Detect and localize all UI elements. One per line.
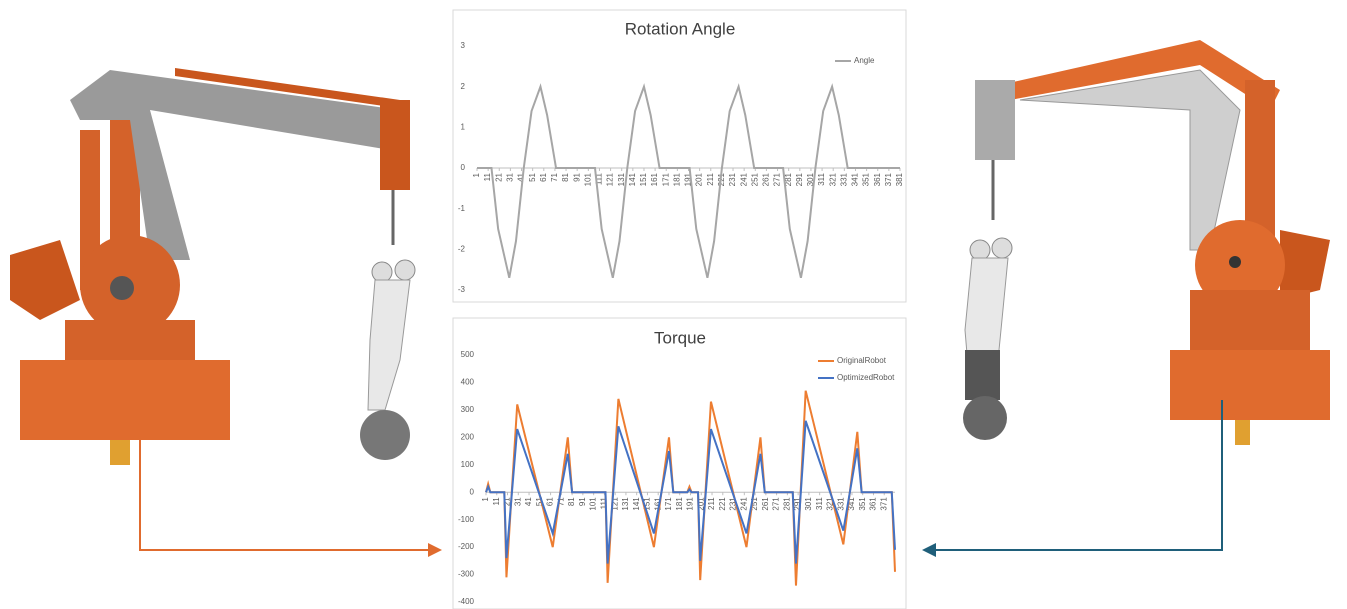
x-tick-label: 361: [869, 497, 878, 511]
x-tick-label: 241: [739, 497, 748, 511]
x-tick-label: 381: [895, 172, 904, 186]
x-tick-label: 11: [483, 172, 492, 181]
y-tick-label: -2: [458, 244, 466, 253]
x-tick-label: 301: [804, 497, 813, 511]
x-tick-label: 81: [561, 172, 570, 181]
x-tick-label: 51: [528, 172, 537, 181]
y-tick-label: -3: [458, 285, 466, 294]
y-tick-label: 2: [461, 82, 466, 91]
y-tick-label: 100: [461, 460, 475, 469]
chart-title: Torque: [654, 328, 706, 347]
x-tick-label: 201: [695, 172, 704, 186]
y-tick-label: 300: [461, 405, 475, 414]
x-tick-label: 231: [728, 172, 737, 186]
x-tick-label: 171: [661, 172, 670, 186]
y-tick-label: -1: [458, 204, 466, 213]
x-tick-label: 351: [858, 497, 867, 511]
y-tick-label: 500: [461, 350, 475, 359]
legend-label: Angle: [854, 56, 875, 65]
legend-label: OptimizedRobot: [837, 373, 895, 382]
x-tick-label: 71: [550, 172, 559, 181]
x-tick-label: 271: [773, 172, 782, 186]
x-tick-label: 331: [836, 497, 845, 511]
chart-title: Rotation Angle: [625, 19, 736, 38]
x-tick-label: 61: [546, 497, 555, 506]
x-tick-label: 161: [650, 172, 659, 186]
x-tick-label: 91: [578, 497, 587, 506]
x-tick-label: 251: [750, 172, 759, 186]
x-tick-label: 191: [686, 497, 695, 511]
x-tick-label: 261: [761, 497, 770, 511]
x-tick-label: 261: [762, 172, 771, 186]
x-tick-label: 111: [600, 497, 609, 510]
x-tick-label: 31: [513, 497, 522, 506]
x-tick-label: 341: [851, 172, 860, 186]
y-tick-label: -400: [458, 597, 475, 606]
y-tick-label: -200: [458, 542, 475, 551]
x-tick-label: 281: [782, 497, 791, 511]
x-tick-label: 321: [828, 172, 837, 186]
original-robot: [10, 68, 410, 465]
x-tick-label: 211: [706, 172, 715, 185]
x-tick-label: 311: [817, 172, 826, 185]
y-tick-label: 0: [470, 487, 475, 496]
x-tick-label: 101: [589, 497, 598, 511]
y-tick-label: 200: [461, 432, 475, 441]
panel: [453, 10, 906, 302]
x-tick-label: 311: [815, 497, 824, 510]
arrow-head: [428, 543, 442, 557]
x-tick-label: 131: [617, 172, 626, 186]
arrow-head: [922, 543, 936, 557]
x-tick-label: 121: [606, 172, 615, 186]
y-tick-label: -300: [458, 570, 475, 579]
x-tick-label: 171: [664, 497, 673, 511]
y-tick-label: -100: [458, 515, 475, 524]
x-tick-label: 91: [572, 172, 581, 181]
x-tick-label: 361: [873, 172, 882, 186]
x-tick-label: 41: [524, 497, 533, 506]
figure: Rotation Angle-3-2-101231112131415161718…: [0, 0, 1347, 609]
x-tick-label: 221: [718, 497, 727, 511]
x-tick-label: 151: [639, 172, 648, 186]
x-tick-label: 141: [632, 497, 641, 511]
x-tick-label: 31: [506, 172, 515, 181]
x-tick-label: 101: [583, 172, 592, 186]
x-tick-label: 181: [672, 172, 681, 186]
x-tick-label: 291: [795, 172, 804, 186]
x-tick-label: 211: [707, 497, 716, 510]
page: {"chart_data": [ {"type": "line", "title…: [0, 0, 1347, 609]
x-tick-label: 271: [772, 497, 781, 511]
optimized-robot: [975, 40, 1330, 445]
x-tick-label: 21: [494, 172, 503, 181]
x-tick-label: 331: [839, 172, 848, 186]
x-tick-label: 1: [472, 172, 481, 177]
x-tick-label: 351: [862, 172, 871, 186]
y-tick-label: 3: [461, 41, 466, 50]
y-tick-label: 1: [461, 122, 466, 131]
x-tick-label: 371: [884, 172, 893, 186]
x-tick-label: 241: [739, 172, 748, 186]
x-tick-label: 41: [517, 172, 526, 181]
y-tick-label: 0: [461, 163, 466, 172]
x-tick-label: 81: [567, 497, 576, 506]
y-tick-label: 400: [461, 378, 475, 387]
x-tick-label: 61: [539, 172, 548, 181]
x-tick-label: 371: [879, 497, 888, 511]
x-tick-label: 11: [492, 497, 501, 506]
x-tick-label: 181: [675, 497, 684, 511]
optimized-part: [963, 238, 1012, 440]
legend-label: OriginalRobot: [837, 356, 887, 365]
original-part: [360, 260, 415, 460]
x-tick-label: 141: [628, 172, 637, 186]
x-tick-label: 1: [481, 497, 490, 502]
x-tick-label: 131: [621, 497, 630, 511]
